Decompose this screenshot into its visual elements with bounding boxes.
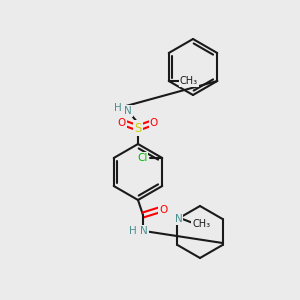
Text: O: O [150,118,158,128]
Text: H: H [129,226,137,236]
Text: H: H [114,103,122,113]
Text: N: N [124,106,132,116]
Text: O: O [118,118,126,128]
Text: O: O [159,205,167,215]
Text: CH₃: CH₃ [180,76,198,86]
Text: Cl: Cl [137,153,147,163]
Text: S: S [134,122,142,134]
Text: N: N [175,214,182,224]
Text: N: N [140,226,148,236]
Text: CH₃: CH₃ [192,219,211,229]
